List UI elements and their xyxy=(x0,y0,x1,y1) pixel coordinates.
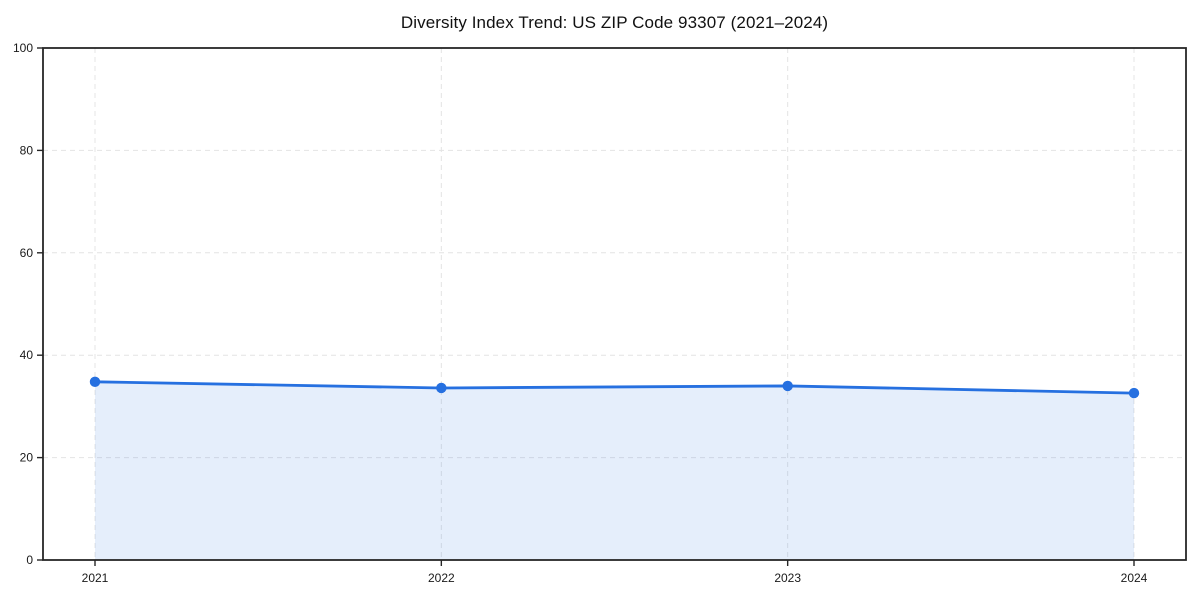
y-tick-label: 0 xyxy=(26,553,33,567)
y-tick-label: 40 xyxy=(20,348,34,362)
x-tick-label: 2021 xyxy=(82,571,109,585)
y-tick-label: 100 xyxy=(13,41,33,55)
x-tick-label: 2024 xyxy=(1121,571,1148,585)
chart-title: Diversity Index Trend: US ZIP Code 93307… xyxy=(400,13,829,32)
area-fill xyxy=(95,381,1134,560)
y-tick-label: 60 xyxy=(20,246,34,260)
y-tick-label: 80 xyxy=(20,143,34,157)
data-point-2024 xyxy=(1128,387,1140,399)
x-tick-label: 2022 xyxy=(428,571,455,585)
data-point-2021 xyxy=(89,376,101,388)
plot-border xyxy=(42,47,1187,561)
data-point-2023 xyxy=(782,380,793,392)
x-tick-label: 2023 xyxy=(774,571,801,585)
y-tick-label: 20 xyxy=(20,451,34,465)
data-point-2022 xyxy=(436,382,447,394)
trend-line xyxy=(93,380,1136,395)
